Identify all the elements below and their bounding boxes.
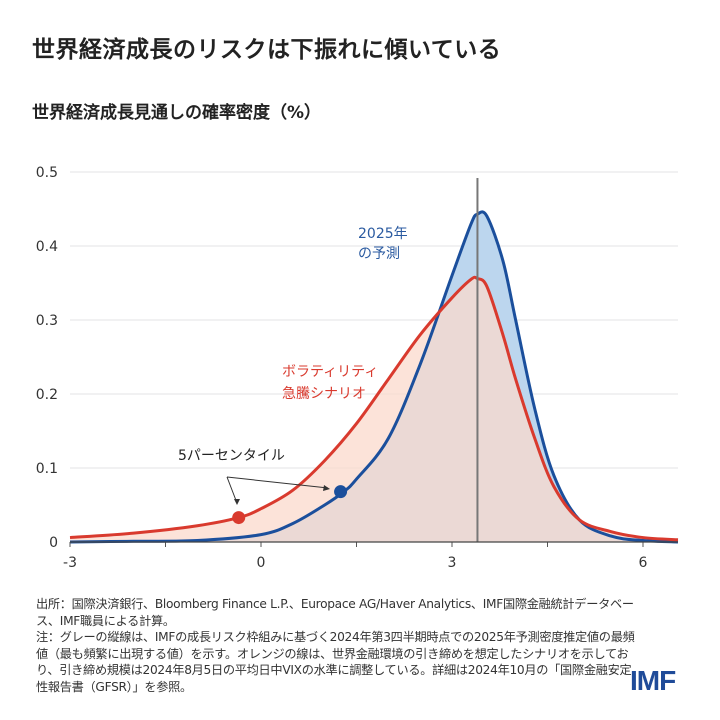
explanatory-note: 注：グレーの縦線は、IMFの成長リスク枠組みに基づく2024年第3四半期時点での… bbox=[36, 630, 635, 694]
blue-label-line1: 2025年 bbox=[358, 226, 408, 242]
y-tick-label: 0.2 bbox=[36, 387, 58, 403]
percentile-dot-volatility bbox=[232, 511, 246, 525]
x-tick-label: -3 bbox=[63, 555, 77, 571]
y-tick-label: 0.5 bbox=[36, 165, 58, 181]
y-tick-label: 0.3 bbox=[36, 313, 58, 329]
red-label-line2: 急騰シナリオ bbox=[282, 385, 366, 402]
y-tick-label: 0.4 bbox=[36, 239, 58, 255]
line-volatility bbox=[69, 275, 679, 542]
percentile-dot-baseline bbox=[334, 485, 348, 499]
imf-logo: IMF bbox=[630, 665, 676, 696]
percentile-arrow bbox=[226, 476, 329, 504]
density-chart: 00.10.20.30.40.5-3 0 3 6 2025年 の予測 ボラティリティ … bbox=[36, 165, 679, 571]
line-baseline bbox=[69, 210, 679, 544]
footnotes: 出所：国際決済銀行、Bloomberg Finance L.P.、Europac… bbox=[36, 596, 636, 695]
y-tick-label: 0.1 bbox=[36, 461, 58, 477]
x-tick-label: 0 bbox=[257, 555, 266, 571]
y-tick-label: 0 bbox=[49, 535, 58, 551]
source-note: 出所：国際決済銀行、Bloomberg Finance L.P.、Europac… bbox=[36, 597, 634, 628]
x-tick-label: 6 bbox=[639, 555, 648, 571]
x-tick-label: 3 bbox=[448, 555, 457, 571]
percentile-label: 5パーセンタイル bbox=[178, 448, 285, 464]
red-label-line1: ボラティリティ bbox=[282, 364, 378, 380]
page-title: 世界経済成長のリスクは下振れに傾いている bbox=[32, 37, 502, 63]
blue-label-line2: の予測 bbox=[358, 246, 400, 262]
chart-subtitle: 世界経済成長見通しの確率密度（%） bbox=[32, 103, 322, 123]
area-volatility bbox=[70, 277, 678, 542]
